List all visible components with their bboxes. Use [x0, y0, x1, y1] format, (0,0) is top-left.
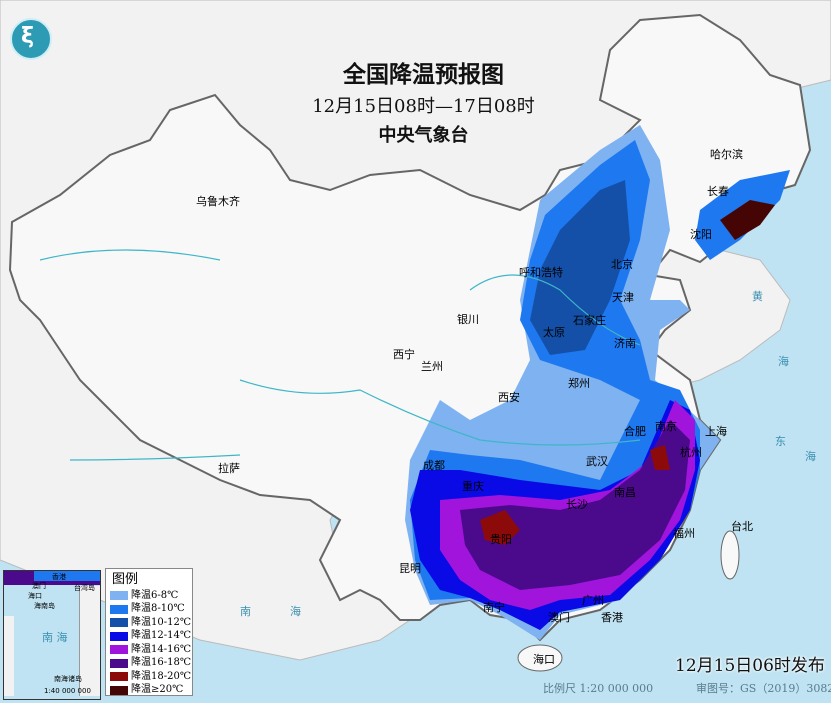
city-label: 杭州: [680, 446, 702, 459]
river: [39, 249, 641, 461]
hainan-island: [517, 644, 563, 672]
city-label: 福州: [673, 527, 695, 540]
legend: 图例 降温6-8℃ 降温8-10℃ 降温10-12℃ 降温12-14℃ 降温14-16℃…: [105, 568, 193, 696]
legend-label: 降温16-18℃: [131, 657, 192, 669]
map-approval-number: 审图号：GS（2019）3082号: [696, 682, 831, 695]
city-label: 台北: [731, 520, 753, 533]
city-label: 沈阳: [690, 228, 712, 241]
city-label: 成都: [423, 459, 445, 472]
sea-label: 海: [290, 604, 301, 618]
city-label: 太原: [543, 326, 565, 339]
inset-label: 澳门: [32, 582, 46, 590]
legend-label: 降温8-10℃: [131, 603, 185, 615]
legend-item: 降温8-10℃: [110, 603, 188, 617]
inset-label: 海南岛: [34, 602, 55, 610]
legend-label: 降温10-12℃: [131, 616, 192, 628]
legend-swatch: [110, 645, 128, 655]
city-label: 海口: [533, 653, 555, 666]
legend-label: 降温12-14℃: [131, 630, 192, 642]
city-label: 呼和浩特: [519, 266, 563, 279]
city-label: 北京: [611, 258, 633, 271]
city-label: 西安: [498, 391, 520, 404]
legend-label: 降温18-20℃: [131, 670, 192, 682]
cooling-10-12: [530, 180, 630, 355]
legend-item: 降温14-16℃: [110, 643, 192, 657]
inset-scale: 1:40 000 000: [44, 687, 91, 695]
city-label: 石家庄: [573, 314, 606, 327]
city-label: 银川: [457, 313, 479, 326]
inset-label: 香港: [52, 573, 66, 581]
city-label: 昆明: [399, 562, 421, 575]
publish-time: 12月15日06时发布: [675, 656, 825, 676]
city-label: 长沙: [566, 498, 588, 511]
legend-swatch: [110, 672, 128, 682]
legend-label: 降温6-8℃: [131, 589, 179, 601]
city-label: 乌鲁木齐: [196, 195, 240, 208]
city-label: 重庆: [462, 480, 484, 493]
cooling-16-18: [460, 420, 690, 590]
inset-label: 台湾岛: [74, 584, 95, 592]
cma-logo-icon: ξ: [10, 18, 52, 60]
city-label: 济南: [614, 337, 636, 350]
cooling-northeast-strong: [720, 200, 775, 240]
legend-title: 图例: [112, 572, 139, 587]
city-label: 武汉: [586, 455, 608, 468]
inset-label: 海口: [28, 592, 42, 600]
legend-swatch: [110, 604, 128, 614]
city-label: 南京: [655, 420, 677, 433]
city-label: 香港: [601, 611, 623, 624]
legend-item: 降温10-12℃: [110, 616, 192, 630]
inset-sea-label: 南 海: [42, 631, 68, 644]
city-label: 郑州: [568, 377, 590, 390]
legend-label: 降温14-16℃: [131, 643, 192, 655]
sea-label: 东: [775, 435, 786, 448]
city-label: 广州: [582, 594, 604, 607]
legend-item: 降温12-14℃: [110, 630, 192, 644]
city-label: 哈尔滨: [710, 148, 743, 161]
inset-island-label: 南海诸岛: [54, 675, 82, 683]
map-scale: 比例尺 1:20 000 000: [543, 682, 654, 695]
cooling-18-20: [480, 445, 670, 545]
city-label: 贵阳: [490, 533, 512, 546]
city-label: 天津: [612, 291, 634, 304]
issuer: 中央气象台: [378, 125, 469, 146]
city-label: 长春: [707, 185, 729, 198]
sea-label: 海: [778, 354, 789, 368]
legend-swatch: [110, 591, 128, 601]
city-label: 兰州: [421, 360, 443, 373]
city-label: 澳门: [548, 611, 570, 624]
south-china-sea-inset: 南 海 海口 海南岛 澳门 香港 台湾岛 南海诸岛 1:40 000 000: [3, 570, 101, 700]
sea-label: 南: [240, 605, 251, 618]
legend-swatch: [110, 685, 128, 695]
legend-swatch: [110, 618, 128, 628]
city-label: 南昌: [614, 486, 636, 499]
taiwan-island: [720, 530, 740, 580]
city-label: 拉萨: [218, 462, 240, 475]
legend-item: 降温≥20℃: [110, 684, 188, 698]
city-label: 上海: [705, 425, 727, 438]
forecast-period: 12月15日08时—17日08时: [312, 96, 535, 117]
city-label: 西宁: [393, 348, 415, 361]
legend-item: 降温16-18℃: [110, 657, 192, 671]
legend-swatch: [110, 631, 128, 641]
city-label: 合肥: [624, 425, 646, 438]
city-label: 南宁: [483, 601, 505, 614]
legend-swatch: [110, 658, 128, 668]
sea-label: 黄: [752, 289, 763, 303]
legend-item: 降温6-8℃: [110, 589, 188, 603]
sea-label: 海: [805, 449, 816, 463]
legend-item: 降温18-20℃: [110, 670, 192, 684]
legend-label: 降温≥20℃: [131, 684, 184, 696]
map-title: 全国降温预报图: [343, 61, 504, 88]
